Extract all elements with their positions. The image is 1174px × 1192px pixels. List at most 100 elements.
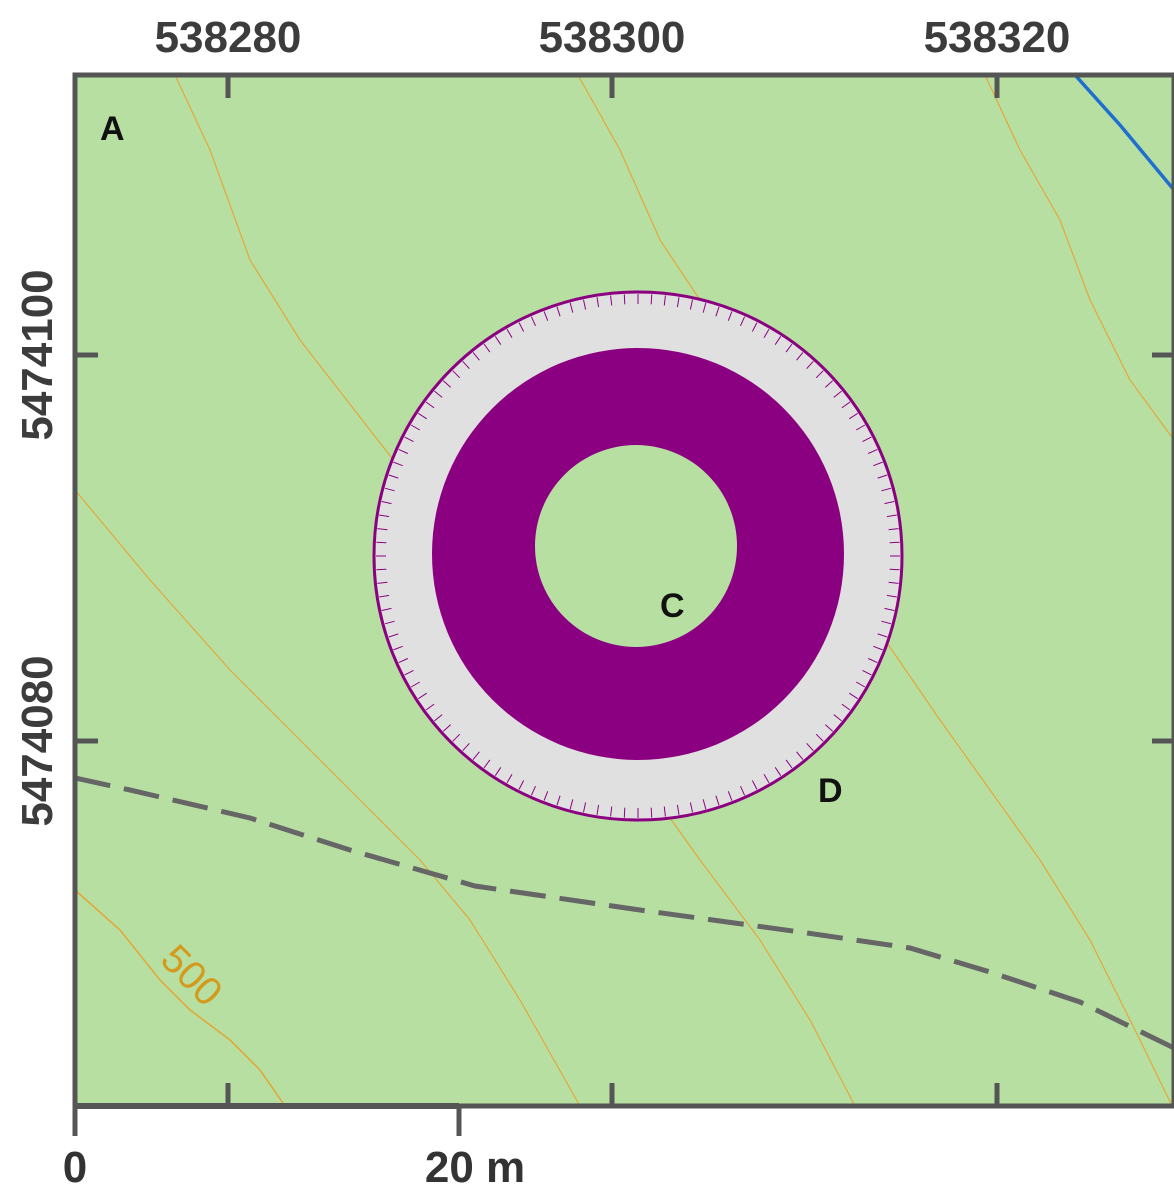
rim-tick: [867, 448, 878, 454]
easting-label: 538280: [155, 13, 302, 62]
rim-tick: [410, 681, 421, 688]
rim-tick: [715, 795, 720, 806]
rim-tick: [815, 370, 824, 379]
rim-tick: [774, 767, 782, 776]
scale-bar-start-label: 0: [63, 1143, 87, 1192]
rim-tick: [676, 804, 680, 815]
rim-tick: [877, 474, 888, 479]
rim-tick: [596, 804, 600, 815]
rim-tick: [715, 306, 720, 317]
rim-tick: [393, 461, 403, 467]
rim-tick: [623, 294, 626, 305]
rim-tick: [824, 724, 834, 732]
rim-tick: [452, 370, 461, 379]
inner-hollow: [535, 445, 737, 647]
rim-tick: [727, 791, 733, 801]
rim-tick: [702, 799, 707, 810]
rim-tick: [462, 360, 470, 370]
rim-tick: [442, 380, 452, 388]
circular-feature: [372, 290, 904, 822]
stream-line: [1073, 75, 1174, 192]
rim-tick: [543, 791, 549, 801]
map-frame: [72, 72, 1174, 1109]
rim-tick: [889, 541, 900, 544]
rim-tick: [410, 424, 421, 431]
rim-tick: [650, 294, 653, 305]
rim-tick: [381, 607, 392, 611]
rim-tick: [434, 390, 443, 398]
rim-tick: [663, 295, 666, 306]
rim-tick: [740, 785, 746, 796]
scale-bar: 0 20 m: [63, 1103, 525, 1192]
contour-line-500: [75, 889, 286, 1106]
rim-tick: [740, 316, 746, 327]
scale-bar-end-label: 20 m: [425, 1143, 525, 1192]
rim-tick: [751, 780, 758, 790]
rim-tick: [689, 299, 693, 310]
rim-tick: [751, 322, 758, 332]
rim-tick: [518, 322, 525, 332]
rim-tick: [530, 785, 536, 796]
rim-tick: [556, 795, 561, 806]
rim-tick: [610, 295, 613, 306]
rim-tick: [388, 474, 399, 479]
rim-tick: [873, 461, 883, 467]
rim-tick: [483, 759, 491, 769]
rim-tick: [377, 528, 388, 531]
rim-tick: [530, 316, 536, 327]
easting-label: 538320: [924, 13, 1071, 62]
rim-tick: [418, 412, 427, 420]
contour-line: [884, 639, 1173, 1106]
rim-tick: [494, 767, 502, 776]
rim-tick: [785, 759, 793, 769]
rim-tick: [855, 681, 866, 688]
rim-tick: [884, 501, 895, 505]
rim-tick: [886, 514, 897, 518]
dashed-path-line: [75, 775, 1174, 1051]
rim-tick: [650, 807, 653, 818]
rim-tick: [806, 742, 814, 752]
rim-tick: [384, 487, 395, 492]
rim-tick: [796, 751, 804, 760]
rim-tick: [398, 448, 409, 454]
rim-tick: [506, 773, 513, 784]
rim-tick: [702, 302, 707, 313]
rim-tick: [434, 714, 443, 722]
rim-tick: [494, 336, 502, 345]
rim-tick: [689, 802, 693, 813]
rim-tick: [886, 594, 897, 598]
rim-tick: [867, 658, 878, 664]
rim-tick: [833, 390, 842, 398]
rim-tick: [556, 306, 561, 317]
rim-tick: [862, 669, 872, 676]
rim-tick: [663, 806, 666, 817]
contour-line: [984, 75, 1174, 441]
rim-tick: [379, 514, 390, 518]
rim-tick: [425, 703, 435, 711]
rim-tick-marks: [376, 294, 900, 818]
map-content: [75, 75, 1174, 1106]
feature-label-c: C: [660, 587, 685, 625]
rim-tick: [472, 352, 480, 361]
rim-tick: [610, 806, 613, 817]
rim-tick: [815, 733, 824, 742]
rim-tick: [404, 436, 414, 443]
rim-tick: [888, 528, 899, 531]
feature-label-d: D: [818, 772, 843, 810]
rim-tick: [583, 299, 587, 310]
rim-tick: [543, 311, 549, 321]
contour-line: [577, 75, 701, 301]
rim-tick: [569, 799, 574, 810]
right-tick-marks: [1152, 352, 1174, 744]
rim-tick: [596, 297, 600, 308]
rim-tick: [452, 733, 461, 742]
rim-tick: [824, 380, 834, 388]
rim-tick: [849, 412, 858, 420]
rim-tick: [388, 633, 399, 638]
rim-tick: [727, 311, 733, 321]
rim-tick: [379, 594, 390, 598]
panel-letter: A: [100, 110, 125, 148]
rim-tick: [785, 343, 793, 353]
contour-line: [75, 489, 581, 1106]
rim-tick: [623, 807, 626, 818]
